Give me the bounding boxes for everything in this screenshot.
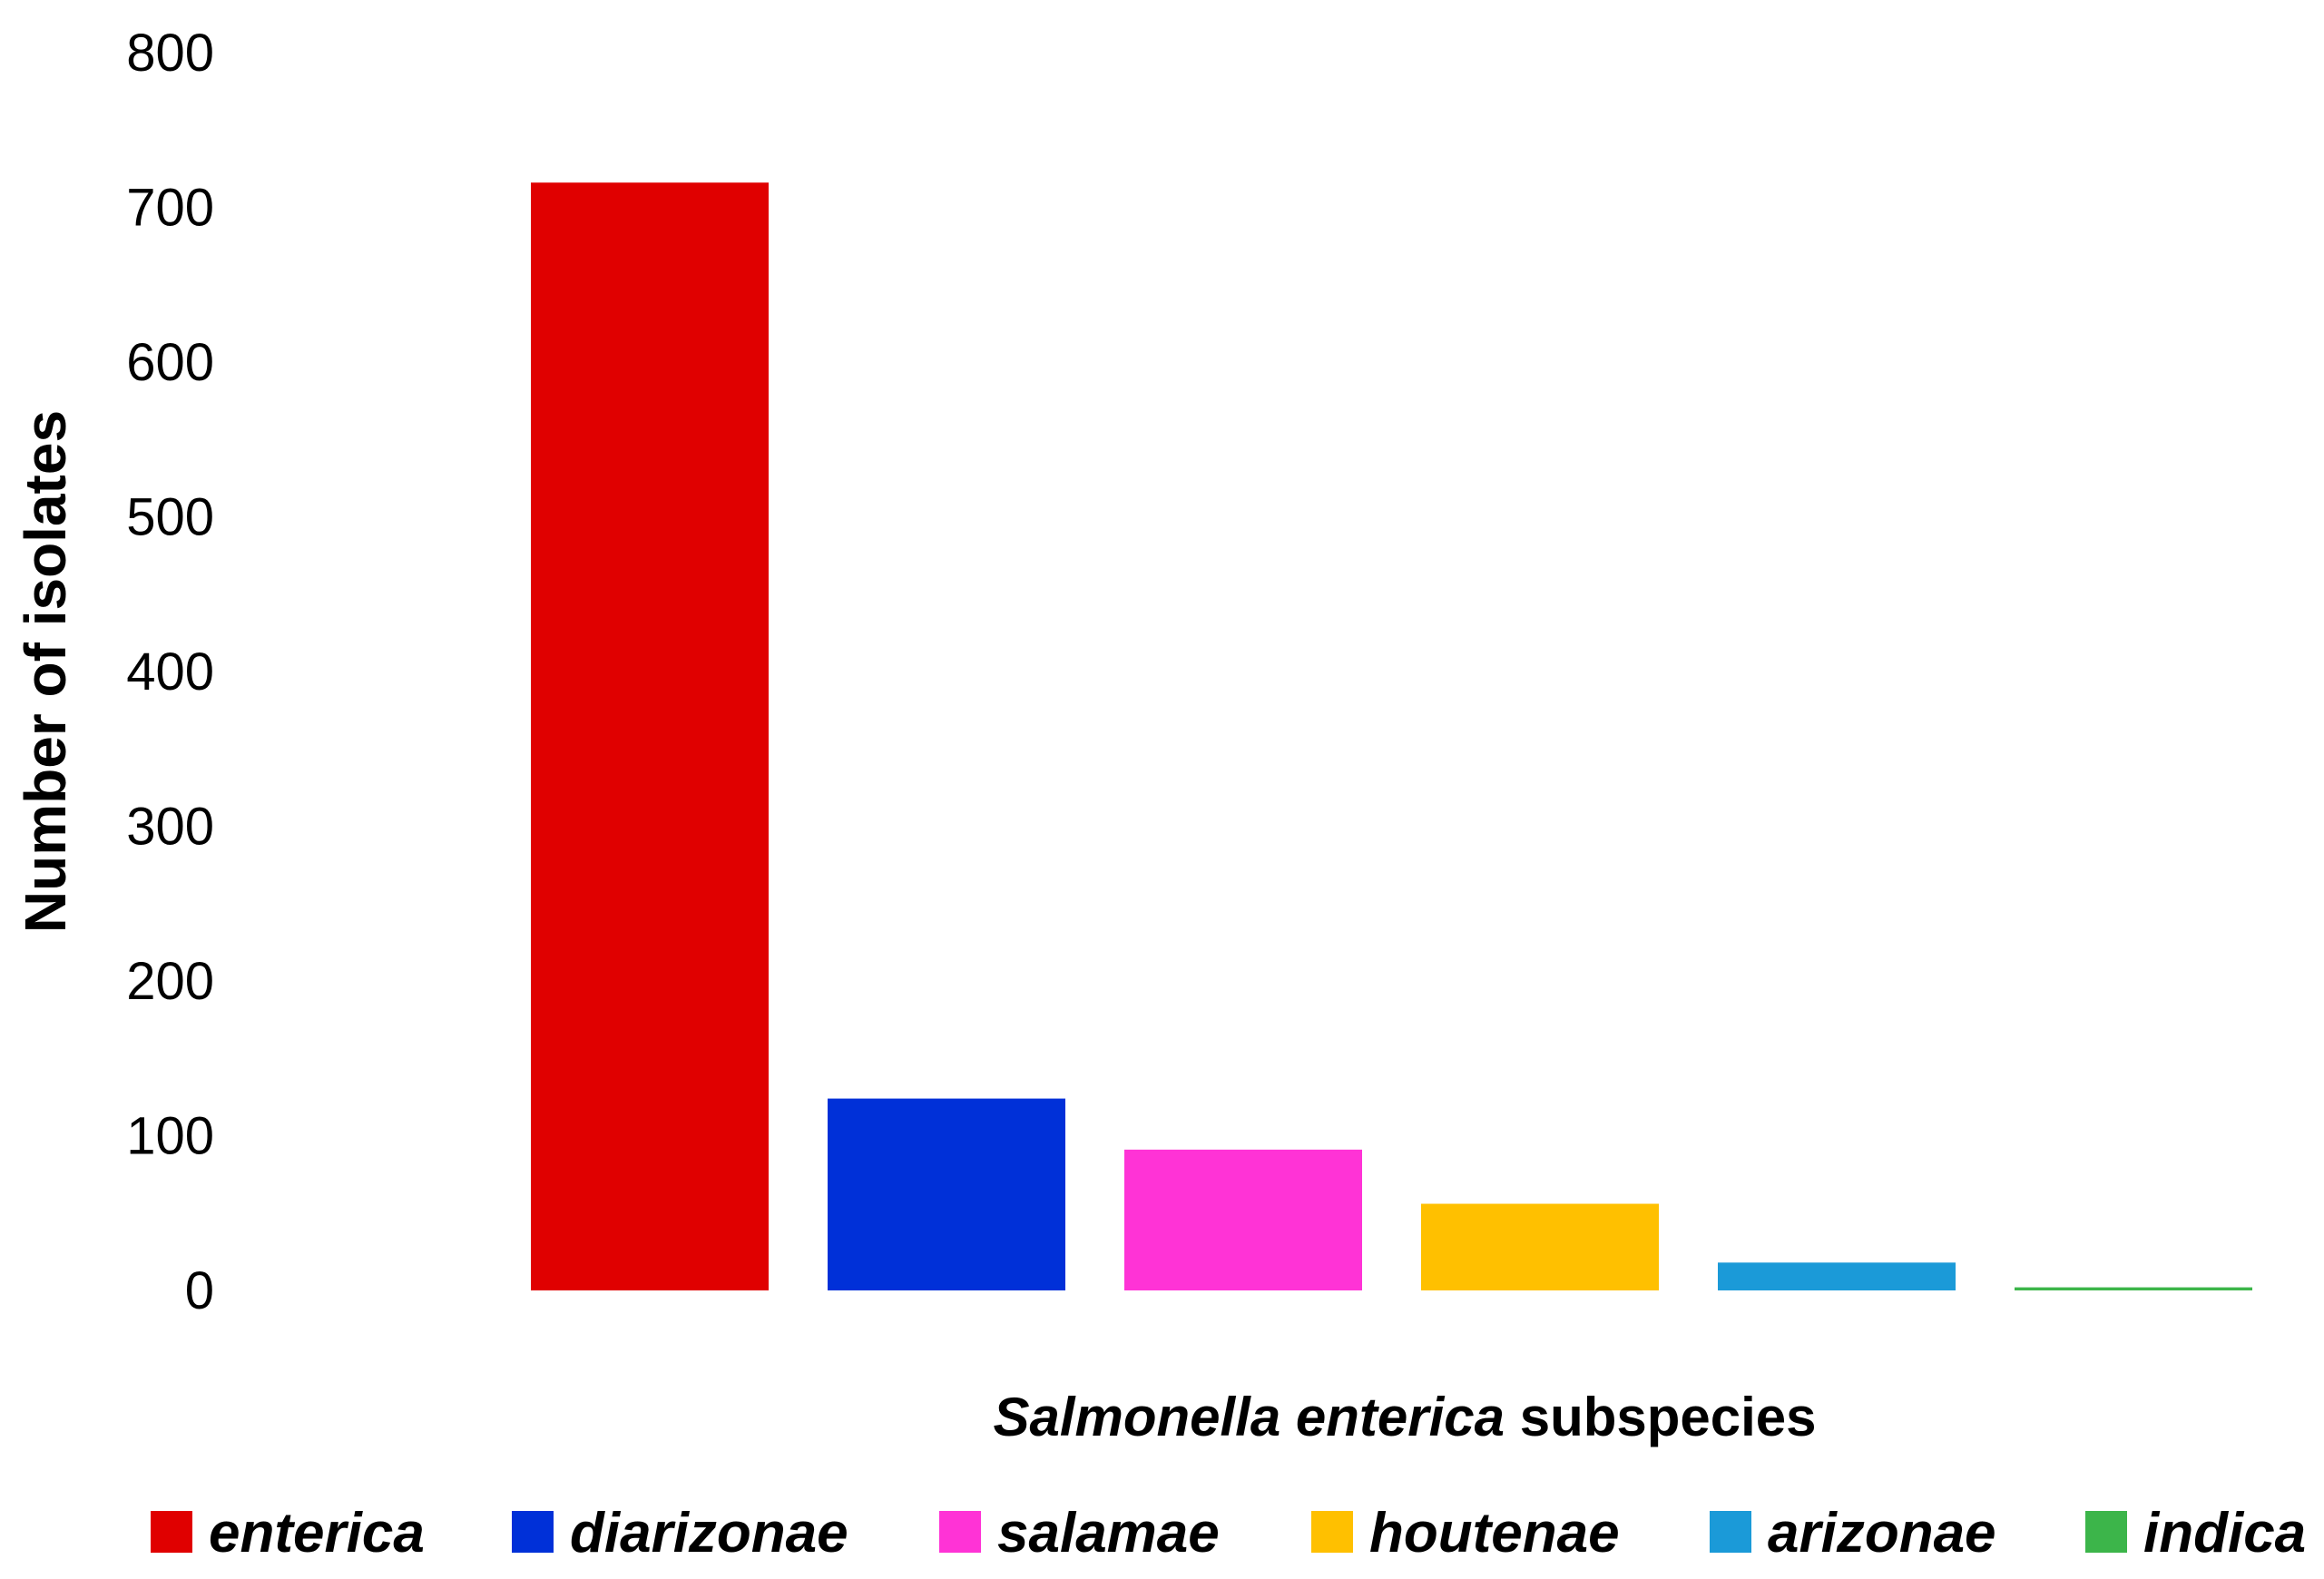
legend-label-indica: indica (2143, 1502, 2306, 1564)
y-tick-label: 400 (126, 642, 214, 701)
legend-swatch-houtenae (1311, 1511, 1353, 1553)
legend-swatch-indica (2085, 1511, 2127, 1553)
y-tick-label: 200 (126, 952, 214, 1011)
bar-diarizonae (828, 1098, 1065, 1290)
y-axis-label: Number of isolates (13, 410, 78, 933)
bar-houtenae (1421, 1203, 1659, 1290)
x-axis-label: Salmonella enterica subspecies (993, 1387, 1816, 1447)
y-tick-label: 300 (126, 798, 214, 857)
y-tick-label: 500 (126, 488, 214, 547)
legend-label-enterica: enterica (209, 1502, 425, 1564)
y-tick-label: 600 (126, 333, 214, 392)
x-axis-label-italic: Salmonella enterica (993, 1387, 1505, 1447)
y-axis-ticks: 0 100 200 300 400 500 600 700 800 (126, 24, 214, 1320)
bar-arizonae (1718, 1262, 1956, 1290)
legend-label-arizonae: arizonae (1768, 1502, 1996, 1564)
x-axis-label-rest: subspecies (1505, 1387, 1817, 1447)
bars (531, 182, 2252, 1291)
legend-label-diarizonae: diarizonae (570, 1502, 848, 1564)
y-tick-label: 0 (185, 1261, 214, 1320)
legend-swatch-diarizonae (512, 1511, 554, 1553)
bar-salamae (1124, 1149, 1362, 1290)
legend-label-salamae: salamae (997, 1502, 1220, 1564)
y-tick-label: 100 (126, 1107, 214, 1166)
legend-label-houtenae: houtenae (1369, 1502, 1620, 1564)
y-tick-label: 800 (126, 24, 214, 83)
legend: enterica diarizonae salamae houtenae arizona… (151, 1502, 2306, 1564)
legend-swatch-arizonae (1710, 1511, 1751, 1553)
legend-swatch-enterica (151, 1511, 192, 1553)
legend-swatch-salamae (939, 1511, 981, 1553)
bar-indica (2015, 1287, 2252, 1290)
y-tick-label: 700 (126, 179, 214, 238)
bar-enterica (531, 182, 769, 1291)
